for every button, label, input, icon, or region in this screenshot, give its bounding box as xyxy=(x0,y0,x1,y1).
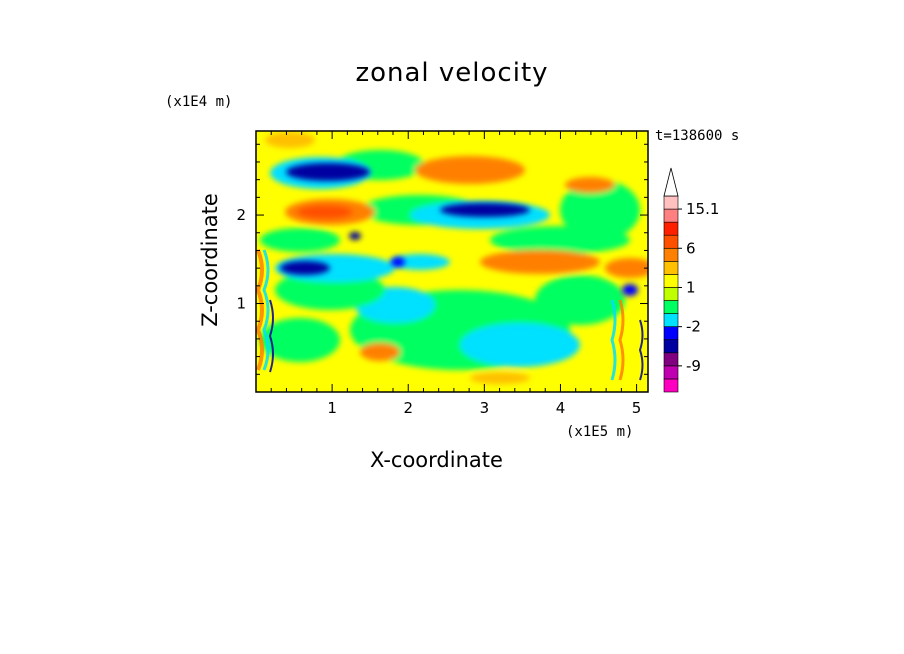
field-band xyxy=(622,284,638,296)
colorbar-swatch xyxy=(663,300,679,314)
field-band xyxy=(470,372,530,384)
y-axis-ticks: 12 xyxy=(236,143,648,375)
colorbar-label: 1 xyxy=(686,278,696,296)
x-tick-label: 4 xyxy=(556,399,566,417)
colorbar-swatch xyxy=(663,195,679,210)
chart-title: zonal velocity xyxy=(355,58,549,88)
colorbar-swatch xyxy=(663,247,679,262)
field-band xyxy=(610,299,617,381)
colorbar-swatch xyxy=(663,339,679,354)
x-axis-ticks: 1 2 3 4 5 xyxy=(270,131,642,417)
field-band xyxy=(560,180,640,240)
x-tick-label: 5 xyxy=(632,399,642,417)
field-band xyxy=(260,228,340,252)
time-annotation: t=138600 s xyxy=(655,128,740,144)
field-band xyxy=(286,163,370,181)
x-tick-label: 1 xyxy=(327,399,337,417)
colorbar-swatch xyxy=(663,352,679,367)
field-band xyxy=(297,205,353,219)
field-band xyxy=(265,132,315,148)
field-band xyxy=(262,249,270,371)
field-band xyxy=(490,226,630,254)
field-band xyxy=(638,319,644,381)
x-tick-label: 3 xyxy=(480,399,490,417)
field-band xyxy=(256,249,264,371)
colorbar-swatch xyxy=(663,365,679,380)
field-band xyxy=(460,323,580,367)
y-axis-multiplier: (x1E4 m) xyxy=(165,94,233,110)
field-band xyxy=(280,261,330,275)
field-band xyxy=(360,343,400,361)
colorbar-swatch xyxy=(663,326,679,341)
field-band xyxy=(605,258,648,278)
field-band xyxy=(480,250,600,274)
colorbar-label: 6 xyxy=(686,239,696,257)
field-band xyxy=(618,299,625,381)
colorbar-swatch xyxy=(663,287,679,301)
field-band xyxy=(260,318,340,362)
colorbar-label: 15.1 xyxy=(686,200,719,218)
colorbar-label: -9 xyxy=(686,357,701,375)
plot-frame xyxy=(255,130,649,393)
contour-field xyxy=(256,131,648,392)
field-band xyxy=(390,254,450,270)
field-band xyxy=(535,275,625,325)
colorbar-swatch xyxy=(663,221,679,236)
colorbar-swatch xyxy=(663,274,679,288)
x-axis-multiplier: (x1E5 m) xyxy=(566,424,634,440)
field-band xyxy=(391,257,405,267)
colorbar: 15.1 6 1 -2 -9 xyxy=(663,167,719,393)
field-band xyxy=(268,299,274,373)
colorbar-label: -2 xyxy=(686,318,701,336)
field-band xyxy=(415,156,525,184)
x-tick-label: 2 xyxy=(403,399,413,417)
colorbar-swatch xyxy=(663,313,679,327)
colorbar-extend-arrow xyxy=(663,167,679,197)
y-tick-label: 2 xyxy=(236,206,246,224)
field-band xyxy=(349,232,361,240)
colorbar-swatch xyxy=(663,208,679,223)
y-tick-label: 1 xyxy=(236,295,246,313)
colorbar-swatch xyxy=(663,261,679,275)
x-axis-label: X-coordinate xyxy=(370,448,503,472)
field-band xyxy=(440,203,530,217)
colorbar-swatch xyxy=(663,378,679,393)
field-band xyxy=(565,177,615,193)
colorbar-swatch xyxy=(663,234,679,249)
